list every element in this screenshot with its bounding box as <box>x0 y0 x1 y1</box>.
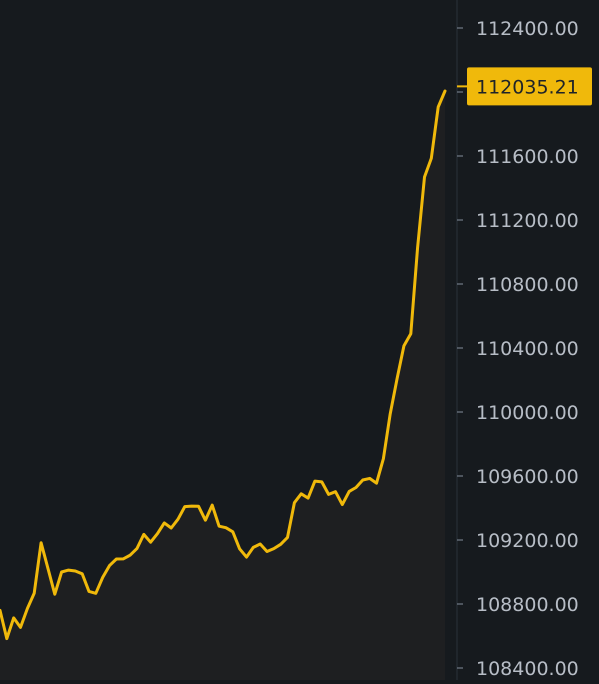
y-axis-tick-label: 108400.00 <box>476 658 579 680</box>
current-price-label: 112035.21 <box>476 76 579 98</box>
y-axis-tick-label: 111600.00 <box>476 146 579 168</box>
price-area-fill <box>0 91 445 680</box>
y-axis-tick-label: 109600.00 <box>476 466 579 488</box>
y-axis-tick-label: 110000.00 <box>476 402 579 424</box>
y-axis-tick-label: 108800.00 <box>476 594 579 616</box>
y-axis-tick-label: 110800.00 <box>476 274 579 296</box>
y-axis-tick-label: 109200.00 <box>476 530 579 552</box>
y-axis-tick-label: 112400.00 <box>476 18 579 40</box>
current-price-tag <box>467 67 592 106</box>
y-axis-tick-label: 111200.00 <box>476 210 579 232</box>
y-axis-tick-label: 110400.00 <box>476 338 579 360</box>
price-series-line <box>0 89 447 641</box>
